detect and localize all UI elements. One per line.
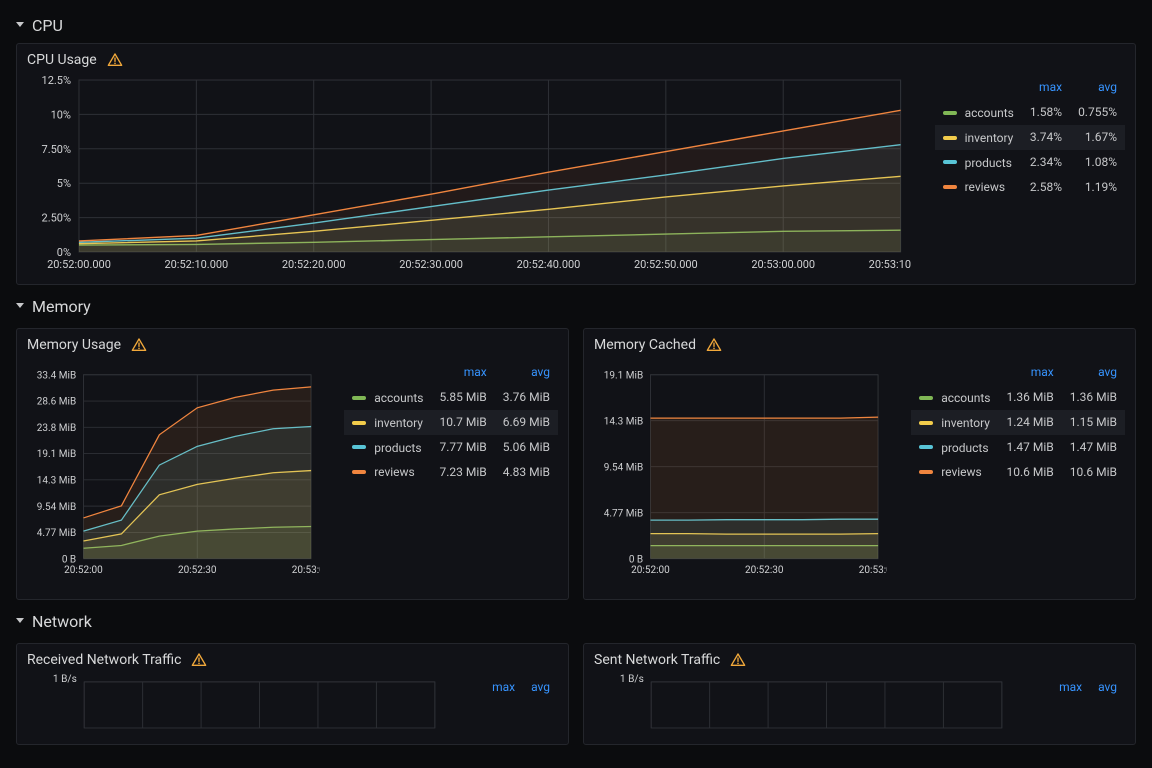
- legend-row[interactable]: accounts5.85 MiB3.76 MiB: [344, 385, 558, 410]
- svg-text:14.3 MiB: 14.3 MiB: [604, 416, 643, 427]
- svg-text:5%: 5%: [57, 177, 71, 190]
- panel-memory-cached-title: Memory Cached: [594, 337, 696, 353]
- svg-text:20:53:10.000: 20:53:10.000: [869, 258, 911, 271]
- svg-text:20:53:00: 20:53:00: [292, 565, 320, 576]
- net-rx-chart[interactable]: 1 B/s: [27, 674, 444, 734]
- svg-text:2.50%: 2.50%: [42, 212, 71, 225]
- warning-icon[interactable]: [131, 337, 147, 353]
- chevron-down-icon: [16, 617, 26, 627]
- svg-text:20:52:20.000: 20:52:20.000: [282, 258, 346, 271]
- legend-row[interactable]: inventory1.24 MiB1.15 MiB: [911, 410, 1125, 435]
- svg-text:20:52:30: 20:52:30: [745, 565, 784, 576]
- legend-row[interactable]: products1.47 MiB1.47 MiB: [911, 435, 1125, 460]
- legend-row[interactable]: products7.77 MiB5.06 MiB: [344, 435, 558, 460]
- svg-text:1 B/s: 1 B/s: [620, 674, 644, 685]
- panel-memory-cached: Memory Cached 0 B 4.77 MiB 9.54 MiB 14.3 Mi…: [583, 328, 1136, 600]
- memory-usage-legend: maxavgaccounts5.85 MiB3.76 MiBinventory1…: [344, 359, 558, 589]
- net-rx-legend: maxavg: [468, 674, 558, 734]
- panel-cpu-usage-title: CPU Usage: [27, 52, 97, 68]
- memory-cached-chart[interactable]: 0 B 4.77 MiB 9.54 MiB 14.3 MiB 19.1 MiB 20:52…: [594, 359, 887, 589]
- svg-text:20:52:40.000: 20:52:40.000: [517, 258, 581, 271]
- svg-text:20:52:10.000: 20:52:10.000: [164, 258, 228, 271]
- section-memory-toggle[interactable]: Memory: [16, 293, 1136, 324]
- svg-text:19.1 MiB: 19.1 MiB: [37, 449, 76, 460]
- net-tx-legend: maxavg: [1035, 674, 1125, 734]
- panel-net-rx-title: Received Network Traffic: [27, 652, 181, 668]
- section-network-toggle[interactable]: Network: [16, 608, 1136, 639]
- svg-text:20:52:00: 20:52:00: [631, 565, 670, 576]
- panel-net-tx-title: Sent Network Traffic: [594, 652, 720, 668]
- memory-cached-legend: maxavgaccounts1.36 MiB1.36 MiBinventory1…: [911, 359, 1125, 589]
- memory-usage-chart[interactable]: 0 B 4.77 MiB 9.54 MiB 14.3 MiB 19.1 MiB 23.8 …: [27, 359, 320, 589]
- legend-row[interactable]: reviews7.23 MiB4.83 MiB: [344, 459, 558, 484]
- svg-text:14.3 MiB: 14.3 MiB: [37, 475, 76, 486]
- svg-text:0 B: 0 B: [62, 554, 76, 565]
- net-tx-chart[interactable]: 1 B/s: [594, 674, 1011, 734]
- svg-text:20:52:00: 20:52:00: [64, 565, 103, 576]
- panel-memory-usage: Memory Usage 0 B 4.77 MiB 9.54 MiB 14.3 MiB…: [16, 328, 569, 600]
- section-network-label: Network: [32, 612, 92, 631]
- warning-icon[interactable]: [191, 652, 207, 668]
- panel-memory-usage-title: Memory Usage: [27, 337, 121, 353]
- legend-row[interactable]: reviews10.6 MiB10.6 MiB: [911, 459, 1125, 484]
- cpu-usage-legend: maxavgaccounts1.58%0.755%inventory3.74%1…: [935, 74, 1125, 274]
- svg-text:12.5%: 12.5%: [42, 74, 71, 87]
- svg-text:20:52:50.000: 20:52:50.000: [634, 258, 698, 271]
- warning-icon[interactable]: [706, 337, 722, 353]
- svg-text:9.54 MiB: 9.54 MiB: [37, 502, 76, 513]
- panel-net-tx: Sent Network Traffic 1 B/s maxavg: [583, 643, 1136, 745]
- panel-cpu-usage: CPU Usage 0%2.50%5%7.50%10%12.5%20:52:00…: [16, 43, 1136, 285]
- svg-text:20:52:00.000: 20:52:00.000: [47, 258, 111, 271]
- svg-text:0 B: 0 B: [629, 554, 643, 565]
- svg-text:20:53:00.000: 20:53:00.000: [751, 258, 815, 271]
- svg-text:23.8 MiB: 23.8 MiB: [37, 423, 76, 434]
- svg-text:10%: 10%: [51, 108, 71, 121]
- chevron-down-icon: [16, 21, 26, 31]
- legend-row[interactable]: inventory10.7 MiB6.69 MiB: [344, 410, 558, 435]
- svg-text:4.77 MiB: 4.77 MiB: [37, 528, 76, 539]
- svg-text:20:52:30: 20:52:30: [178, 565, 217, 576]
- svg-text:20:53:00: 20:53:00: [859, 565, 887, 576]
- section-cpu-label: CPU: [32, 16, 63, 35]
- legend-row[interactable]: accounts1.36 MiB1.36 MiB: [911, 385, 1125, 410]
- warning-icon[interactable]: [107, 52, 123, 68]
- legend-row[interactable]: products2.34%1.08%: [935, 150, 1125, 175]
- svg-text:7.50%: 7.50%: [42, 143, 71, 156]
- svg-text:19.1 MiB: 19.1 MiB: [604, 370, 643, 381]
- svg-text:20:52:30.000: 20:52:30.000: [399, 258, 463, 271]
- svg-text:28.6 MiB: 28.6 MiB: [37, 397, 76, 408]
- panel-net-rx: Received Network Traffic 1 B/s maxavg: [16, 643, 569, 745]
- svg-text:1 B/s: 1 B/s: [53, 674, 77, 685]
- svg-text:4.77 MiB: 4.77 MiB: [604, 508, 643, 519]
- cpu-usage-chart[interactable]: 0%2.50%5%7.50%10%12.5%20:52:00.00020:52:…: [27, 74, 911, 274]
- section-cpu-toggle[interactable]: CPU: [16, 12, 1136, 43]
- section-memory-label: Memory: [32, 297, 91, 316]
- svg-text:9.54 MiB: 9.54 MiB: [604, 462, 643, 473]
- legend-row[interactable]: accounts1.58%0.755%: [935, 100, 1125, 125]
- legend-row[interactable]: reviews2.58%1.19%: [935, 174, 1125, 199]
- svg-text:33.4 MiB: 33.4 MiB: [37, 370, 76, 381]
- warning-icon[interactable]: [730, 652, 746, 668]
- legend-row[interactable]: inventory3.74%1.67%: [935, 125, 1125, 150]
- chevron-down-icon: [16, 302, 26, 312]
